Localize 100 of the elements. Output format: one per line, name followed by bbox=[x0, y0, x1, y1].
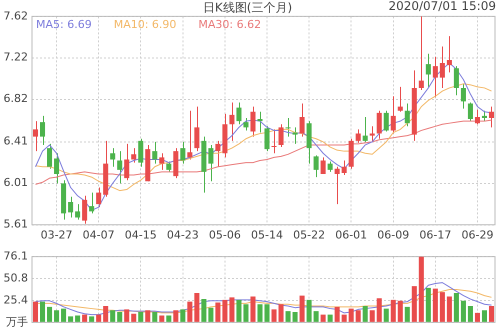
x-tick-label: 06-17 bbox=[419, 228, 452, 242]
candlestick bbox=[488, 106, 494, 128]
bar bbox=[215, 302, 220, 322]
bar bbox=[68, 316, 74, 322]
candlestick bbox=[454, 66, 459, 96]
candlestick bbox=[432, 56, 438, 98]
y-tick-label: 50.8 bbox=[4, 271, 28, 284]
bar bbox=[54, 310, 60, 322]
candlestick bbox=[166, 161, 172, 172]
x-tick-label: 05-22 bbox=[293, 228, 326, 242]
x-tick-label: 05-14 bbox=[251, 228, 283, 242]
bar bbox=[272, 309, 277, 322]
x-tick-label: 04-23 bbox=[166, 228, 199, 242]
candlestick bbox=[320, 156, 326, 174]
y-tick-label: 6.41 bbox=[4, 134, 28, 148]
bar bbox=[194, 293, 200, 322]
bar bbox=[187, 302, 192, 322]
candlestick bbox=[194, 106, 200, 152]
candlestick bbox=[89, 192, 94, 214]
candlestick bbox=[152, 141, 158, 164]
bar bbox=[328, 314, 333, 322]
x-tick-label: 06-09 bbox=[377, 228, 410, 242]
bar bbox=[468, 306, 473, 322]
candlestick bbox=[68, 196, 74, 218]
y-tick-label: 7.62 bbox=[4, 9, 28, 22]
bar bbox=[334, 306, 340, 322]
candlestick bbox=[342, 160, 347, 176]
candlestick bbox=[460, 83, 466, 110]
candlestick bbox=[468, 102, 473, 122]
bar bbox=[47, 306, 52, 322]
candlestick bbox=[482, 110, 488, 122]
bar bbox=[208, 308, 214, 322]
bar bbox=[390, 300, 396, 322]
text: MA30: 6.62 bbox=[198, 18, 262, 31]
bar bbox=[250, 296, 256, 322]
y-tick-label: 6.82 bbox=[4, 92, 28, 106]
bar bbox=[286, 311, 291, 322]
bar bbox=[243, 304, 248, 322]
text: 2020/07/01 15:09 bbox=[388, 0, 496, 14]
candlestick bbox=[356, 128, 361, 144]
bar bbox=[460, 300, 466, 322]
candlestick bbox=[117, 150, 122, 184]
candlestick bbox=[96, 186, 102, 208]
bar bbox=[264, 304, 270, 322]
candlestick bbox=[257, 111, 263, 134]
bar bbox=[138, 312, 144, 322]
bar bbox=[166, 315, 172, 322]
candlestick bbox=[334, 166, 340, 205]
x-tick-label: 04-07 bbox=[82, 228, 115, 242]
bar bbox=[159, 315, 164, 322]
bar bbox=[117, 312, 122, 322]
candlestick bbox=[384, 110, 389, 132]
bar bbox=[89, 316, 94, 322]
candlestick bbox=[236, 102, 242, 125]
bar bbox=[173, 310, 178, 322]
bar bbox=[61, 308, 66, 322]
y-tick-label: 5.61 bbox=[4, 218, 28, 231]
candlestick bbox=[47, 143, 52, 170]
candlestick bbox=[300, 102, 305, 138]
bar bbox=[75, 315, 80, 322]
bar bbox=[124, 309, 130, 322]
candlestick bbox=[229, 102, 234, 142]
candlestick bbox=[426, 53, 431, 88]
x-tick-label: 06-29 bbox=[461, 228, 494, 242]
candlestick bbox=[286, 118, 291, 138]
bar bbox=[474, 312, 480, 322]
bar bbox=[131, 314, 136, 322]
candlestick bbox=[40, 115, 46, 146]
bar bbox=[362, 306, 368, 322]
bar bbox=[488, 306, 494, 322]
bar bbox=[222, 300, 228, 322]
bar bbox=[314, 311, 319, 322]
candlestick bbox=[32, 120, 38, 152]
candlestick bbox=[159, 152, 164, 170]
chart-title: 日K线图(三个月) bbox=[202, 0, 292, 14]
bar bbox=[348, 308, 354, 322]
candlestick bbox=[474, 109, 480, 125]
candlestick bbox=[376, 110, 382, 140]
text: MA5: 6.69 bbox=[36, 18, 92, 31]
bar bbox=[454, 293, 459, 322]
bar bbox=[412, 286, 417, 322]
bar bbox=[300, 296, 305, 322]
y-tick-label: 7.22 bbox=[4, 50, 28, 64]
x-tick-label: 05-06 bbox=[208, 228, 241, 242]
candlestick bbox=[180, 141, 186, 164]
candlestick bbox=[82, 195, 88, 224]
bar bbox=[180, 309, 186, 322]
candlestick bbox=[314, 154, 319, 178]
bar bbox=[306, 300, 312, 322]
bar bbox=[426, 288, 431, 322]
candlestick bbox=[54, 152, 60, 184]
candlestick bbox=[292, 126, 298, 144]
x-tick-label: 04-15 bbox=[124, 228, 157, 242]
bar bbox=[82, 314, 88, 322]
bar bbox=[292, 312, 298, 322]
text: MA10: 6.90 bbox=[114, 18, 176, 31]
bar bbox=[482, 310, 488, 322]
y-tick-label: 万手 bbox=[6, 315, 28, 328]
candlestick bbox=[215, 140, 220, 168]
bar bbox=[145, 310, 150, 322]
